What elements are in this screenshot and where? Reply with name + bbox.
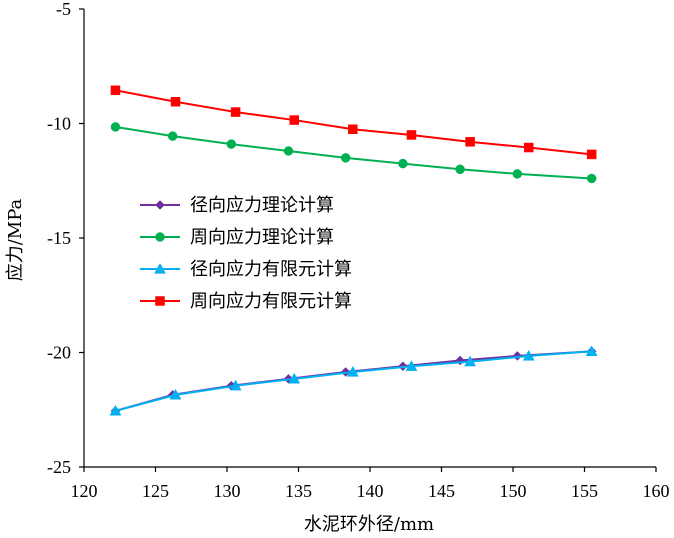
- x-tick-label: 120: [71, 481, 98, 501]
- series-4: [110, 85, 597, 160]
- y-axis-title: 应力/MPa: [5, 198, 26, 281]
- x-tick-label: 125: [142, 481, 169, 501]
- data-point: [522, 349, 535, 361]
- data-point: [398, 158, 408, 169]
- data-point: [167, 131, 178, 141]
- data-point: [109, 404, 122, 416]
- x-tick-label: 160: [643, 481, 670, 501]
- x-axis-title: 水泥环外径/mm: [304, 514, 434, 535]
- data-point: [464, 355, 477, 367]
- data-point: [455, 164, 465, 175]
- legend-item: 周向应力理论计算: [140, 227, 334, 248]
- data-point: [110, 122, 121, 132]
- legend-marker: [155, 232, 165, 242]
- data-point: [229, 379, 242, 391]
- series-line: [114, 350, 593, 412]
- series-3: [109, 345, 598, 416]
- data-point: [465, 137, 475, 147]
- data-point: [289, 115, 299, 125]
- data-point: [346, 365, 359, 377]
- legend-item: 径向应力理论计算: [140, 195, 334, 216]
- data-point: [288, 372, 301, 384]
- series-line: [114, 350, 593, 412]
- data-point: [348, 124, 358, 134]
- data-point: [169, 388, 182, 400]
- data-point: [586, 173, 597, 184]
- series-line: [114, 89, 593, 156]
- series-layer: [109, 85, 598, 416]
- data-point: [523, 142, 534, 153]
- data-point: [340, 153, 351, 163]
- y-tick-label: -10: [47, 114, 71, 134]
- y-tick-label: -20: [47, 343, 71, 363]
- data-point: [230, 107, 241, 117]
- x-tick-label: 135: [285, 481, 312, 501]
- legend-marker: [155, 296, 165, 306]
- legend-item: 径向应力有限元计算: [140, 259, 352, 280]
- y-tick-label: -15: [47, 228, 71, 248]
- data-point: [512, 169, 523, 179]
- legend-label: 径向应力理论计算: [190, 195, 334, 216]
- data-point: [586, 149, 597, 160]
- x-tick-label: 145: [428, 481, 455, 501]
- legend-label: 周向应力有限元计算: [190, 291, 352, 312]
- data-point: [226, 139, 237, 149]
- data-point: [405, 360, 418, 371]
- legend-marker: [155, 200, 165, 210]
- x-tick-label: 155: [571, 481, 598, 501]
- x-tick-label: 130: [214, 481, 241, 501]
- data-point: [170, 96, 181, 107]
- y-tick-label: -25: [47, 457, 71, 477]
- data-point: [585, 345, 598, 357]
- data-point: [110, 85, 121, 96]
- x-tick-label: 150: [500, 481, 527, 501]
- legend-marker: [154, 262, 166, 274]
- x-tick-label: 140: [357, 481, 384, 501]
- legend-item: 周向应力有限元计算: [140, 291, 352, 312]
- series-2: [110, 122, 597, 184]
- data-point: [406, 130, 417, 140]
- y-tick-label: -5: [56, 0, 71, 19]
- data-point: [283, 146, 294, 156]
- legend-label: 径向应力有限元计算: [190, 259, 352, 280]
- legend-label: 周向应力理论计算: [190, 227, 334, 248]
